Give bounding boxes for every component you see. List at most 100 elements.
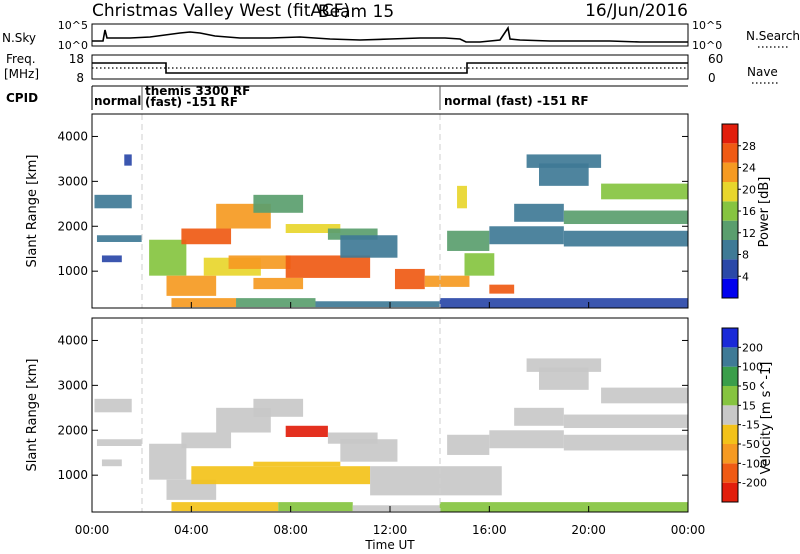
velocity-region-17 xyxy=(447,434,490,455)
power-colorbar-swatch-2 xyxy=(722,240,738,260)
power-colorbar-label-2: 20 xyxy=(742,183,756,196)
power-colorbar-label: Power [dB] xyxy=(757,177,772,248)
velocity-colorbar-frame xyxy=(721,327,739,503)
power-region-27 xyxy=(563,210,688,225)
velocity-colorbar-label-2: 50 xyxy=(742,380,756,393)
power-colorbar-label-6: 4 xyxy=(742,270,749,283)
xtick-label-1: 04:00 xyxy=(174,523,209,537)
nsky-ytick-bottom: 10^0 xyxy=(58,39,88,52)
velocity-region-21 xyxy=(563,414,688,429)
power-region-12 xyxy=(285,255,371,278)
velocity-colorbar-swatch-7 xyxy=(722,347,738,367)
date-label: 16/Jun/2016 xyxy=(585,1,688,21)
power-region-10 xyxy=(253,194,304,213)
power-region-21 xyxy=(464,253,495,276)
velocity-region-16 xyxy=(370,466,502,496)
power-region-4 xyxy=(149,239,187,276)
power-region-9 xyxy=(228,255,291,269)
velocity-colorbar-swatch-1 xyxy=(722,463,738,483)
velocity-region-9 xyxy=(191,466,371,485)
power-colorbar-swatch-7 xyxy=(722,143,738,163)
power-region-6 xyxy=(181,228,232,245)
power-region-2 xyxy=(101,255,122,263)
xtick-label-2: 08:00 xyxy=(273,523,308,537)
radar-title: Christmas Valley West (fitACF) xyxy=(92,1,350,21)
freq-label-line1: Freq. xyxy=(6,52,36,66)
power-colorbar-label-4: 12 xyxy=(742,227,756,240)
power-region-23 xyxy=(447,230,490,251)
velocity-colorbar: 200 100 50 15 -15 -50 -100 -200 xyxy=(721,327,767,503)
power-ytick-label-1: 2000 xyxy=(57,219,88,233)
x-axis-label: Time UT xyxy=(364,538,415,552)
power-region-14 xyxy=(327,228,378,240)
velocity-colorbar-label-5: -50 xyxy=(742,438,760,451)
velocity-panel: 1000 2000 3000 4000 Slant Range [km] 200 100… xyxy=(25,317,774,513)
power-colorbar-label-1: 24 xyxy=(742,162,756,175)
power-region-15 xyxy=(171,298,237,308)
cpid-panel: CPID normal themis 3300 RF (fast) -151 R… xyxy=(6,84,688,110)
velocity-region-13 xyxy=(278,502,353,512)
velocity-colorbar-label: Velocity [m s^-1] xyxy=(759,362,774,475)
power-colorbar-swatch-8 xyxy=(722,124,738,144)
power-region-18 xyxy=(340,235,398,258)
freq-frame xyxy=(91,54,689,80)
power-region-28 xyxy=(601,183,688,200)
power-colorbar-swatch-4 xyxy=(722,201,738,221)
velocity-ytick-label-1: 2000 xyxy=(57,423,88,437)
velocity-region-0 xyxy=(94,398,132,413)
freq-trace xyxy=(92,62,688,74)
velocity-region-11 xyxy=(327,432,378,444)
velocity-colorbar-label-7: -200 xyxy=(742,477,767,490)
velocity-region-24 xyxy=(526,358,602,372)
power-region-19 xyxy=(394,268,425,290)
velocity-region-19 xyxy=(514,407,564,426)
power-region-5 xyxy=(166,275,217,296)
nsky-label: N.Sky xyxy=(2,31,36,45)
velocity-region-10 xyxy=(253,461,341,467)
nsky-trace xyxy=(92,25,688,43)
velocity-colorbar-swatch-5 xyxy=(722,386,738,406)
power-region-25 xyxy=(514,203,564,222)
cpid-segment-2-line2: (fast) -151 RF xyxy=(145,95,238,109)
cpid-label: CPID xyxy=(6,91,38,105)
freq-ytick-top: 18 xyxy=(69,52,84,66)
velocity-colorbar-label-1: 100 xyxy=(742,361,763,374)
velocity-colorbar-swatch-8 xyxy=(722,328,738,348)
velocity-ytick-label-0: 1000 xyxy=(57,468,88,482)
velocity-region-18 xyxy=(489,430,564,449)
power-region-11 xyxy=(285,224,341,234)
velocity-data-area xyxy=(94,358,688,512)
velocity-colorbar-label-0: 200 xyxy=(742,341,763,354)
power-colorbar-swatch-5 xyxy=(722,182,738,202)
nsky-panel: N.Sky 10^5 10^0 10^5 10^0 N.Search xyxy=(2,19,800,52)
xtick-label-0: 00:00 xyxy=(75,523,110,537)
power-region-32 xyxy=(439,298,688,308)
power-colorbar-swatch-0 xyxy=(722,278,738,298)
velocity-region-7 xyxy=(253,398,304,417)
power-colorbar-label-5: 8 xyxy=(742,249,749,262)
power-region-17 xyxy=(315,301,440,308)
power-yticks: 1000 2000 3000 4000 xyxy=(57,129,688,278)
power-region-16 xyxy=(236,298,316,308)
velocity-region-5 xyxy=(181,432,232,449)
velocity-region-15 xyxy=(340,439,398,462)
power-region-24 xyxy=(489,226,564,245)
velocity-region-20 xyxy=(563,434,688,451)
power-region-1 xyxy=(96,235,142,242)
velocity-ylabel: Slant Range [km] xyxy=(25,359,40,472)
velocity-region-3 xyxy=(149,443,187,480)
velocity-region-12 xyxy=(171,502,279,512)
xtick-label-4: 16:00 xyxy=(472,523,507,537)
power-region-31 xyxy=(457,185,467,209)
velocity-colorbar-label-4: -15 xyxy=(742,419,760,432)
nave-ytick-bottom: 0 xyxy=(708,71,716,85)
xtick-label-6: 00:00 xyxy=(671,523,706,537)
freq-panel: Freq. [MHz] 18 8 60 0 Nave xyxy=(4,52,778,85)
power-colorbar-swatch-1 xyxy=(722,259,738,279)
velocity-region-25 xyxy=(439,502,688,512)
cpid-segment-2-line1: themis 3300 RF xyxy=(145,84,250,98)
velocity-colorbar-swatch-3 xyxy=(722,424,738,444)
power-region-26 xyxy=(563,230,688,247)
power-data-area xyxy=(94,154,688,308)
